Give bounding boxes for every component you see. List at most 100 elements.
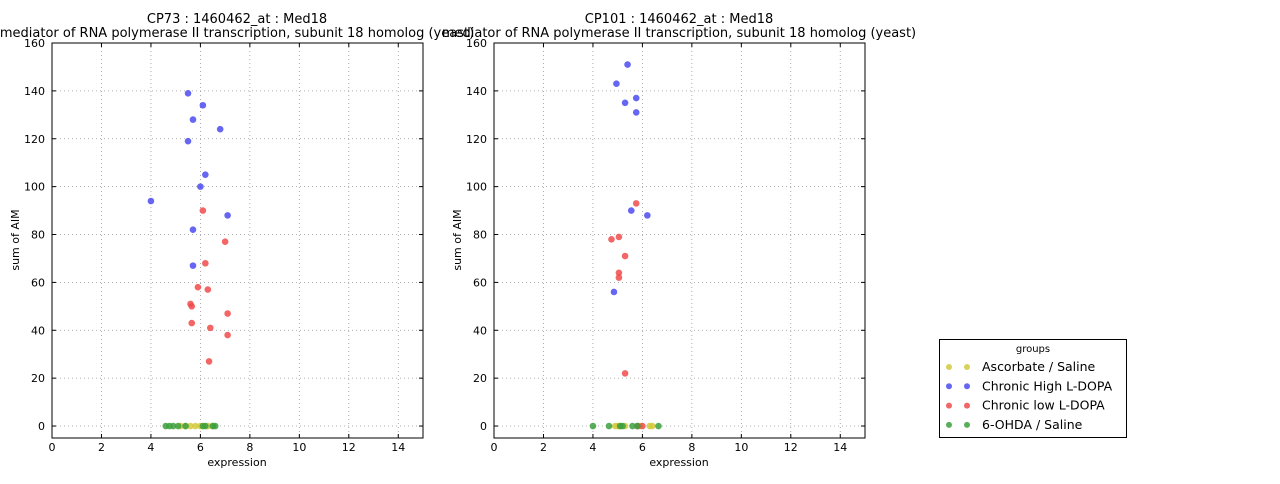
y-axis-label: sum of AIM [9,209,22,270]
y-tick-label: 140 [24,85,45,98]
x-tick-label: 2 [540,441,547,454]
x-tick-label: 12 [342,441,356,454]
grid [493,42,865,438]
data-point [205,358,213,365]
y-tick-label: 60 [31,276,45,289]
y-tick-label: 40 [473,324,487,337]
data-point [655,422,662,430]
data-point [615,269,623,277]
data-point [621,370,629,377]
y-tick-label: 160 [24,37,45,50]
y-tick-label: 20 [31,372,45,385]
legend-entry: 6-OHDA / Saline [946,417,1083,432]
data-point [188,303,196,310]
series-chronic-low-l-dopa [187,207,231,365]
data-point [202,259,209,267]
data-point [188,319,196,327]
legend-label: Chronic low L-DOPA [982,398,1105,413]
plot-frame [493,42,866,439]
x-tick-label: 0 [491,441,498,454]
data-point [632,109,640,116]
data-point [608,236,615,243]
legend-entry: Ascorbate / Saline [946,359,1096,374]
y-tick-label: 0 [38,420,45,433]
data-point [589,422,597,430]
data-point [174,422,182,430]
y-tick-label: 100 [466,181,487,194]
legend-marker [946,421,952,428]
y-tick-label: 100 [24,181,45,194]
legend-marker [964,402,970,409]
y-tick-label: 40 [31,324,45,337]
x-axis-label: expression [207,456,266,469]
data-point [189,226,197,234]
y-tick-label: 160 [466,37,487,50]
y-tick-label: 80 [31,229,45,242]
chart-title-line2: mediator of RNA polymerase II transcript… [0,26,474,41]
data-point [621,252,629,260]
legend-marker [964,364,970,370]
data-point [224,331,231,339]
data-point [624,61,631,68]
data-point [613,80,620,87]
data-point [632,94,640,102]
chart-title-line1: CP101 : 1460462_at : Med18 [585,12,774,27]
data-point [619,422,626,430]
x-tick-label: 14 [391,441,405,454]
x-tick-label: 8 [688,441,695,454]
data-point [206,324,214,332]
y-tick-label: 20 [473,372,487,385]
data-point [632,200,640,207]
x-tick-label: 8 [246,441,253,454]
legend-label: Chronic High L-DOPA [982,378,1113,393]
data-point [182,422,189,430]
data-point [648,422,656,430]
x-tick-label: 6 [639,441,646,454]
data-point [202,171,209,178]
series-chronic-high-l-dopa [610,61,651,296]
data-point [192,422,199,430]
legend-title: groups [1016,344,1050,355]
legend-label: 6-OHDA / Saline [982,417,1083,432]
chart-title-line2: mediator of RNA polymerase II transcript… [442,26,916,41]
data-point [194,283,202,291]
data-point [187,422,194,430]
legend: groups Ascorbate / Saline Chronic High L-… [939,339,1127,438]
y-tick-label: 140 [466,85,487,98]
grid [51,42,423,438]
series-6-ohda-saline [162,422,219,430]
data-point [627,207,635,214]
data-point [621,99,629,107]
data-point [615,274,623,281]
data-point [199,207,207,214]
x-tick-label: 12 [784,441,798,454]
x-axis-label: expression [649,456,708,469]
data-point [169,422,177,430]
data-point [634,422,641,430]
data-point [189,262,197,269]
x-tick-label: 4 [147,441,154,454]
y-axis-label: sum of AIM [451,209,464,270]
data-point [189,116,197,123]
y-tick-label: 80 [473,229,487,242]
data-point [184,137,192,145]
data-point [605,422,613,430]
y-tick-label: 120 [466,133,487,146]
series-6-ohda-saline [589,422,662,430]
data-point [610,288,618,296]
legend-entry: Chronic low L-DOPA [946,398,1105,413]
data-point [615,233,623,241]
data-point [224,310,231,317]
data-point [224,212,231,219]
plot-frame [51,42,424,439]
x-tick-label: 14 [833,441,847,454]
legend-marker [946,364,952,370]
x-tick-label: 10 [292,441,306,454]
data-point [202,422,209,430]
data-point [147,197,155,205]
data-point [221,238,229,245]
data-point [216,125,224,133]
